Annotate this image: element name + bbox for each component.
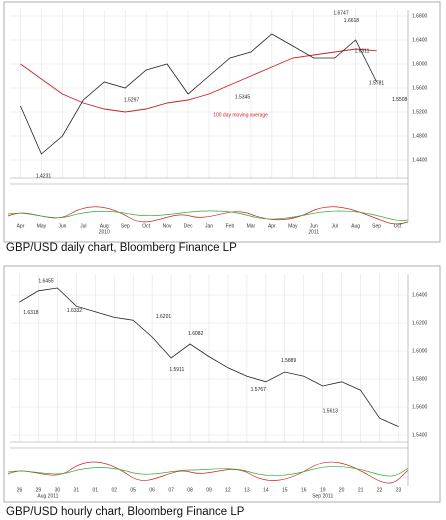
x-tick-label: 20	[339, 487, 345, 493]
y-tick-label: 1.4800	[412, 133, 428, 139]
price-annotation: 1.6332	[67, 308, 83, 314]
x-tick-label: 05	[130, 487, 136, 493]
y-tick-label: 1.6800	[412, 13, 428, 19]
x-tick-label: 26	[17, 487, 23, 493]
x-tick-label: May	[288, 223, 298, 229]
x-tick-label: 29	[36, 487, 42, 493]
panel	[3, 1, 441, 243]
ma-label: 100 day moving average	[213, 112, 268, 118]
x-tick-label: Jul	[331, 223, 337, 229]
x-tick-label: 07	[168, 487, 174, 493]
x-tick-label: Sep	[121, 223, 130, 229]
moving-average-line	[20, 48, 377, 113]
price-line	[20, 33, 377, 155]
x-tick-label: 23	[396, 487, 402, 493]
y-tick-label: 1.5400	[412, 432, 428, 438]
x-tick-label: 06	[149, 487, 155, 493]
y-tick-label: 1.5200	[412, 109, 428, 115]
y-tick-label: 1.4400	[412, 157, 428, 163]
x-tick-label: 01	[93, 487, 99, 493]
oscillator	[7, 461, 409, 484]
price-annotation: 1.5781	[369, 80, 385, 86]
price-annotation: 1.4231	[36, 173, 52, 179]
x-tick-label: Sep	[372, 223, 381, 229]
x-tick-label: 12	[225, 487, 231, 493]
price-annotation: 1.5889	[281, 358, 297, 364]
x-tick-label: 16	[301, 487, 307, 493]
x-tick-label: Nov	[163, 223, 172, 229]
price-annotation: 1.6082	[188, 331, 204, 337]
y-tick-label: 1.5800	[412, 376, 428, 382]
x-tick-label: Oct	[142, 223, 150, 229]
x-tick-label: 13	[244, 487, 250, 493]
y-tick-label: 1.6200	[412, 320, 428, 326]
y-tick-label: 1.6000	[412, 61, 428, 67]
x-tick-label: Oct	[394, 223, 402, 229]
year-label: 2011	[308, 229, 319, 235]
caption: GBP/USD hourly chart, Bloomberg Finance …	[6, 506, 245, 518]
x-tick-label: Mar	[247, 223, 256, 229]
y-tick-label: 1.6400	[412, 292, 428, 298]
price-annotation: 1.5297	[124, 98, 140, 104]
oscillator	[7, 466, 409, 477]
x-tick-label: Feb	[226, 223, 235, 229]
year-label: Aug 2011	[37, 493, 58, 499]
x-tick-label: Jun	[58, 223, 66, 229]
x-tick-label: 31	[74, 487, 80, 493]
x-tick-label: Apr	[17, 223, 25, 229]
x-tick-label: 02	[111, 487, 117, 493]
x-tick-label: 19	[320, 487, 326, 493]
year-label: Sep 2011	[312, 493, 333, 499]
year-label: 2010	[99, 229, 110, 235]
x-tick-label: 14	[263, 487, 269, 493]
price-annotation: 1.5345	[235, 95, 251, 101]
x-tick-label: 30	[55, 487, 61, 493]
price-annotation: 1.5613	[323, 409, 339, 415]
price-annotation: 1.5911	[169, 367, 184, 373]
x-tick-label: Aug	[100, 223, 109, 229]
price-annotation: 1.6311	[354, 49, 369, 55]
price-annotation: 1.6618	[344, 18, 360, 24]
price-line	[19, 287, 399, 427]
price-annotation: 1.6318	[23, 310, 39, 316]
x-tick-label: 15	[282, 487, 288, 493]
price-annotation: 1.6455	[38, 279, 54, 285]
y-tick-label: 1.6400	[412, 37, 428, 43]
price-annotation: 1.6201	[156, 314, 172, 320]
caption: GBP/USD daily chart, Bloomberg Finance L…	[6, 242, 237, 254]
x-tick-label: 21	[358, 487, 364, 493]
price-annotation: 1.6747	[333, 11, 349, 17]
y-tick-label: 1.5600	[412, 404, 428, 410]
price-annotation: 1.5767	[251, 387, 267, 393]
x-tick-label: Jan	[205, 223, 213, 229]
x-tick-label: Apr	[268, 223, 276, 229]
x-tick-label: Dec	[184, 223, 193, 229]
x-tick-label: Jul	[80, 223, 86, 229]
price-annotation: 1.5508	[392, 97, 408, 103]
x-tick-label: May	[37, 223, 47, 229]
x-tick-label: 08	[187, 487, 193, 493]
x-tick-label: 22	[377, 487, 383, 493]
y-tick-label: 1.5600	[412, 85, 428, 91]
x-tick-label: Jun	[310, 223, 318, 229]
x-tick-label: Aug	[351, 223, 360, 229]
y-tick-label: 1.6000	[412, 348, 428, 354]
oscillator	[7, 210, 409, 221]
x-tick-label: 09	[206, 487, 212, 493]
panel	[3, 265, 441, 503]
